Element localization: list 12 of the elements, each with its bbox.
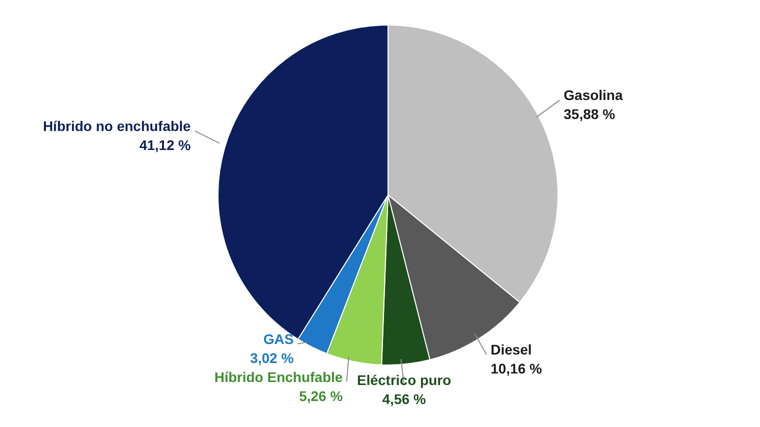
slice-label: Híbrido Enchufable [214, 368, 343, 385]
data-label: 10,16 % [490, 360, 543, 377]
data-label: 35,88 % [564, 106, 616, 122]
slice-label: Eléctrico puro [357, 372, 452, 388]
data-label: 41,12 % [139, 136, 192, 153]
data-label: 3,02 % [250, 350, 294, 366]
slice-label: GAS [263, 330, 294, 347]
data-label: 5,26 % [299, 388, 344, 404]
slice-label: Diesel [490, 342, 532, 358]
slice-label: Híbrido no enchufable [42, 118, 191, 134]
slice-label: Gasolina [564, 87, 623, 104]
data-label: 4,56 % [382, 390, 426, 407]
